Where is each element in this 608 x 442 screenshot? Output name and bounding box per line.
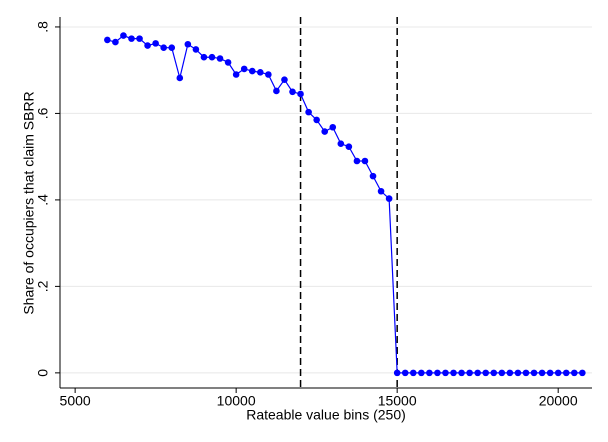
data-point [393, 369, 401, 377]
data-point [120, 32, 127, 39]
x-tick-label: 15000 [378, 393, 417, 409]
data-point [200, 53, 208, 61]
y-tick-label: .8 [35, 21, 51, 33]
x-tick-label: 10000 [217, 393, 256, 409]
data-point [224, 59, 232, 66]
data-point [546, 369, 554, 377]
data-point [474, 369, 481, 377]
data-point [458, 369, 465, 377]
data-point [369, 172, 377, 180]
data-line [107, 34, 583, 374]
data-point [570, 369, 578, 377]
data-point [184, 40, 192, 48]
data-point [313, 116, 320, 124]
data-point [160, 44, 167, 52]
data-point [152, 40, 159, 47]
y-tick-label: .4 [35, 194, 51, 206]
data-point [273, 87, 280, 95]
data-point [361, 157, 369, 165]
x-axis-title: Rateable value bins (250) [246, 407, 406, 423]
y-tick-label: 0 [35, 369, 51, 377]
data-point [514, 369, 522, 377]
data-point [579, 369, 586, 377]
data-point [522, 369, 530, 377]
data-point [329, 123, 337, 131]
data-point [442, 369, 449, 377]
x-tick-label: 20000 [539, 393, 578, 409]
data-point [248, 67, 256, 75]
data-point [498, 369, 506, 377]
data-point [265, 71, 272, 78]
data-point [385, 195, 393, 202]
data-point [345, 143, 353, 151]
data-point [281, 76, 288, 83]
data-point [426, 369, 433, 377]
data-point [530, 369, 538, 377]
data-point [305, 108, 312, 116]
data-point [401, 369, 409, 377]
data-point [353, 157, 361, 165]
data-point [434, 369, 441, 377]
data-point [490, 369, 498, 377]
data-point [216, 55, 224, 62]
data-point [409, 369, 417, 377]
data-point [176, 74, 184, 82]
data-point [377, 187, 385, 195]
x-tick-label: 5000 [60, 393, 91, 409]
data-point [289, 88, 296, 96]
data-point [208, 53, 216, 61]
data-point [144, 42, 151, 49]
data-point [168, 44, 176, 52]
data-point [297, 90, 304, 98]
data-point [562, 369, 570, 377]
y-tick-label: .6 [35, 107, 51, 119]
data-point [112, 38, 119, 46]
y-tick-label: .2 [35, 280, 51, 292]
data-point [466, 369, 473, 377]
data-point [554, 369, 562, 377]
data-point [232, 71, 240, 78]
data-point [337, 140, 345, 147]
data-point [192, 46, 200, 53]
data-point [538, 369, 546, 377]
data-point [104, 36, 111, 44]
data-point [128, 35, 135, 42]
data-point [136, 35, 143, 42]
data-point [240, 65, 248, 73]
y-axis-title: Share of occupiers that claim SBRR [21, 91, 37, 314]
data-point [257, 69, 264, 76]
data-point [450, 369, 457, 377]
data-point [418, 369, 425, 377]
data-point [482, 369, 490, 377]
data-point [321, 128, 329, 135]
data-point [506, 369, 514, 377]
